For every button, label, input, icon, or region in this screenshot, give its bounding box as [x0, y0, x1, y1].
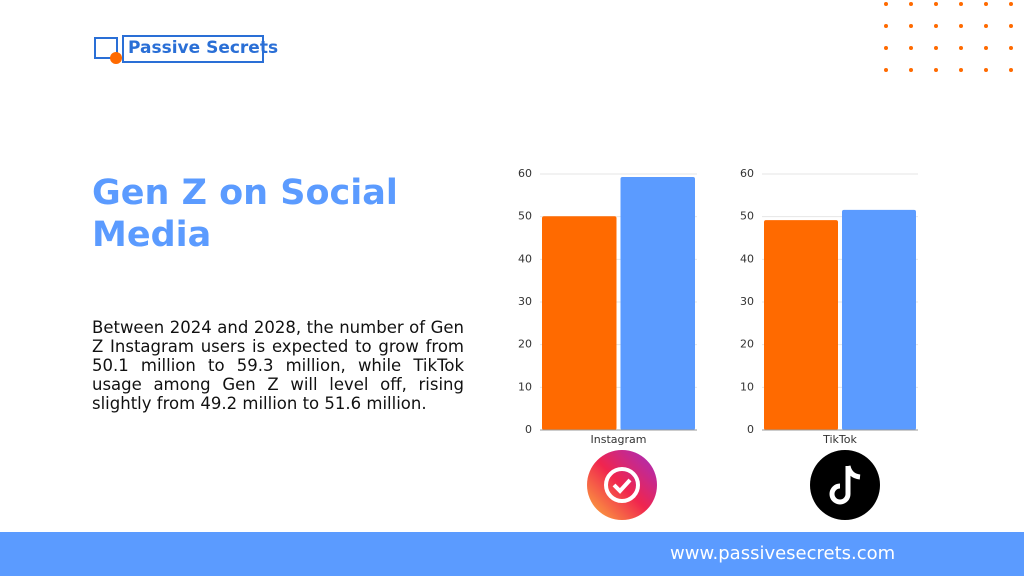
- decor-dot: [959, 68, 963, 72]
- y-tick-label: 40: [518, 252, 532, 265]
- body-text: Between 2024 and 2028, the number of Gen…: [92, 318, 464, 413]
- decor-dot: [909, 68, 913, 72]
- footer-url: www.passivesecrets.com: [670, 543, 896, 564]
- bar: [542, 216, 617, 430]
- y-tick-label: 20: [518, 338, 532, 351]
- x-axis-label: Instagram: [591, 433, 647, 446]
- tiktok-icon: [810, 450, 880, 520]
- decor-dot: [959, 2, 963, 6]
- decor-dot: [934, 24, 938, 28]
- decor-dot: [1009, 46, 1013, 50]
- decor-dot: [959, 46, 963, 50]
- decor-dot: [1009, 68, 1013, 72]
- y-tick-label: 60: [740, 167, 754, 180]
- y-tick-label: 30: [740, 295, 754, 308]
- decor-dot: [884, 24, 888, 28]
- y-tick-label: 0: [525, 423, 532, 436]
- y-tick-label: 60: [518, 167, 532, 180]
- footer-bar: [0, 532, 1024, 576]
- x-axis-label: TikTok: [822, 433, 857, 446]
- decor-dot: [1009, 2, 1013, 6]
- decor-dot: [934, 68, 938, 72]
- decor-dot: [984, 24, 988, 28]
- y-tick-label: 50: [518, 210, 532, 223]
- logo-icon: [94, 37, 118, 59]
- y-tick-label: 30: [518, 295, 532, 308]
- decor-dot: [984, 68, 988, 72]
- y-tick-label: 40: [740, 252, 754, 265]
- y-tick-label: 50: [740, 210, 754, 223]
- logo-gear: [110, 52, 122, 64]
- decor-dot: [909, 2, 913, 6]
- bar: [764, 220, 838, 430]
- y-tick-label: 20: [740, 338, 754, 351]
- decor-dot: [909, 24, 913, 28]
- logo-text: Passive Secrets: [128, 38, 279, 58]
- decor-dot: [984, 46, 988, 50]
- logo-box: [122, 35, 264, 63]
- decor-dot: [984, 2, 988, 6]
- y-tick-label: 10: [740, 380, 754, 393]
- y-tick-label: 10: [518, 380, 532, 393]
- decor-dot: [1009, 24, 1013, 28]
- decor-dot: [934, 46, 938, 50]
- decor-dot: [884, 68, 888, 72]
- decor-dot: [959, 24, 963, 28]
- instagram-icon: [587, 450, 657, 520]
- bar: [620, 176, 695, 430]
- decor-dot: [884, 46, 888, 50]
- decor-dot: [934, 2, 938, 6]
- bar: [842, 209, 916, 430]
- title: Gen Z on Social Media: [92, 173, 398, 255]
- decor-dot: [884, 2, 888, 6]
- y-tick-label: 0: [747, 423, 754, 436]
- decor-dot: [909, 46, 913, 50]
